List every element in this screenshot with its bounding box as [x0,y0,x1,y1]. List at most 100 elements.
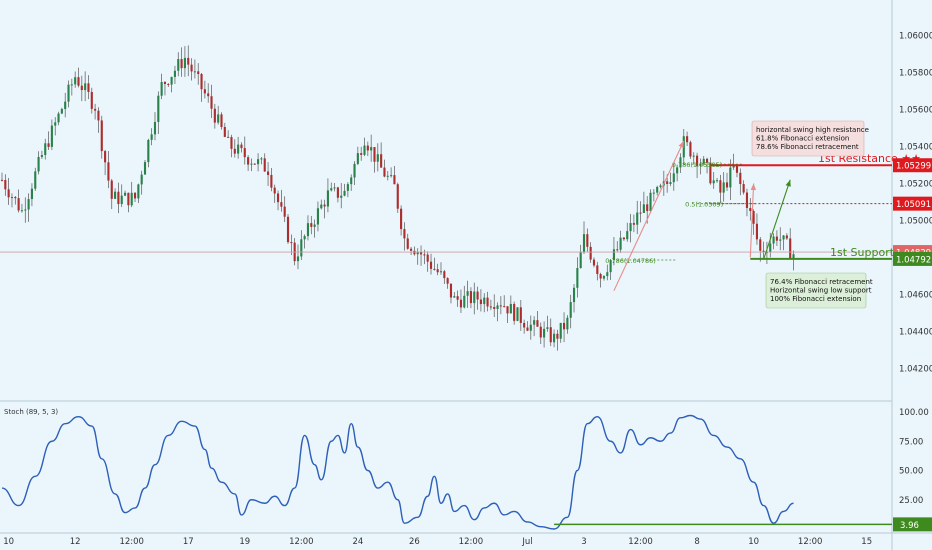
swing-arrow-up [613,140,685,291]
candle-body [363,145,366,155]
candle-body [400,208,403,230]
candle-body [416,252,419,255]
candle-body [300,239,303,257]
stoch-marker-tag: 3.96 [900,521,919,531]
candle-body [123,192,127,196]
candle-body [669,182,672,184]
candle-body [386,175,389,177]
candle-body [649,192,652,212]
candle-body [463,295,466,308]
candle-body [453,296,456,298]
price-tick-label: 1.06000 [899,32,932,42]
candle-body [200,74,203,90]
candle-body [170,76,173,85]
candle-body [343,190,346,196]
candle-body [499,305,502,307]
stoch-tick-label: 50.00 [899,467,923,477]
candle-body [84,83,87,91]
candle-body [380,154,383,168]
candle-body [336,187,339,198]
candle-body [536,320,539,327]
candle-body [14,197,17,199]
candle-body [107,162,110,181]
candle-body [459,299,463,308]
candle-body [769,243,772,252]
candle-body [523,322,526,328]
candle-body [217,114,220,123]
candle-body [90,91,93,109]
candle-body [433,268,436,270]
candle-body [755,223,759,240]
stoch-tick-label: 25.00 [899,496,923,506]
candle-body [227,136,230,138]
candle-body [163,81,167,84]
candle-body [529,324,532,331]
candle-body [80,85,83,91]
candle-body [732,165,735,168]
time-axis: 10 12 12:00 17 19 12:00 24 26 12:00 Jul 3 12:00 8 10 1… [3,537,872,547]
candle-body [616,249,619,251]
candle-body [183,57,186,69]
resistance-price-tag-bg [893,158,932,173]
candle-body [340,195,343,198]
candle-body [549,327,552,343]
time-tick-label: 24 [352,537,363,547]
target-arrow [763,179,791,260]
candle-body [439,271,443,273]
candle-body [240,144,243,149]
candle-body [779,239,782,241]
candle-body [676,167,679,174]
price-tick-label: 1.05800 [899,69,932,79]
swing-arrow-small-head [750,183,757,191]
candle-body [286,216,290,243]
candle-body [443,271,446,279]
price-axis: 1.06000 1.05800 1.05600 1.05400 1.05200 1.050… [893,32,932,374]
candle-body [516,307,519,321]
candle-body [157,95,160,122]
resistance-annotation-box [751,120,865,157]
candle-body [296,256,300,262]
candle-body [672,173,675,183]
candlestick-series [0,45,795,351]
candle-body [393,175,396,185]
candle-body [10,197,14,199]
candle-body [506,306,509,314]
target-arrow-head [785,179,791,187]
candle-body [210,96,213,109]
candle-body [626,231,629,240]
candle-body [589,246,592,260]
candle-body [117,191,120,205]
candle-body [602,276,606,279]
candle-body [160,81,163,96]
candle-body [67,84,70,102]
candle-body [682,136,685,158]
candle-body [423,254,426,256]
candle-body [247,157,250,165]
candle-body [699,163,702,166]
candle-body [270,174,273,188]
candle-body [373,147,376,162]
candle-body [562,322,566,330]
candle-body [353,163,356,178]
support-annotation-text: 100% Fibonacci extension [770,295,861,303]
time-tick-label: 10 [748,537,759,547]
time-tick-label: 10 [3,537,14,547]
price-tick-label: 1.05400 [899,143,932,153]
candle-body [54,122,57,126]
support-price-tag-bg [893,251,932,266]
candle-body [543,328,546,338]
candle-body [223,127,226,137]
candle-body [656,186,659,193]
candle-body [559,322,562,339]
candle-body [396,184,399,209]
candle-body [303,236,306,240]
swing-arrow-up-head [678,141,684,149]
candle-body [203,89,206,94]
candle-body [533,320,536,325]
candle-body [360,153,363,155]
candle-body [689,142,692,157]
time-tick-label: 12:00 [628,537,653,547]
candle-body [739,172,742,185]
candle-body [313,224,316,227]
